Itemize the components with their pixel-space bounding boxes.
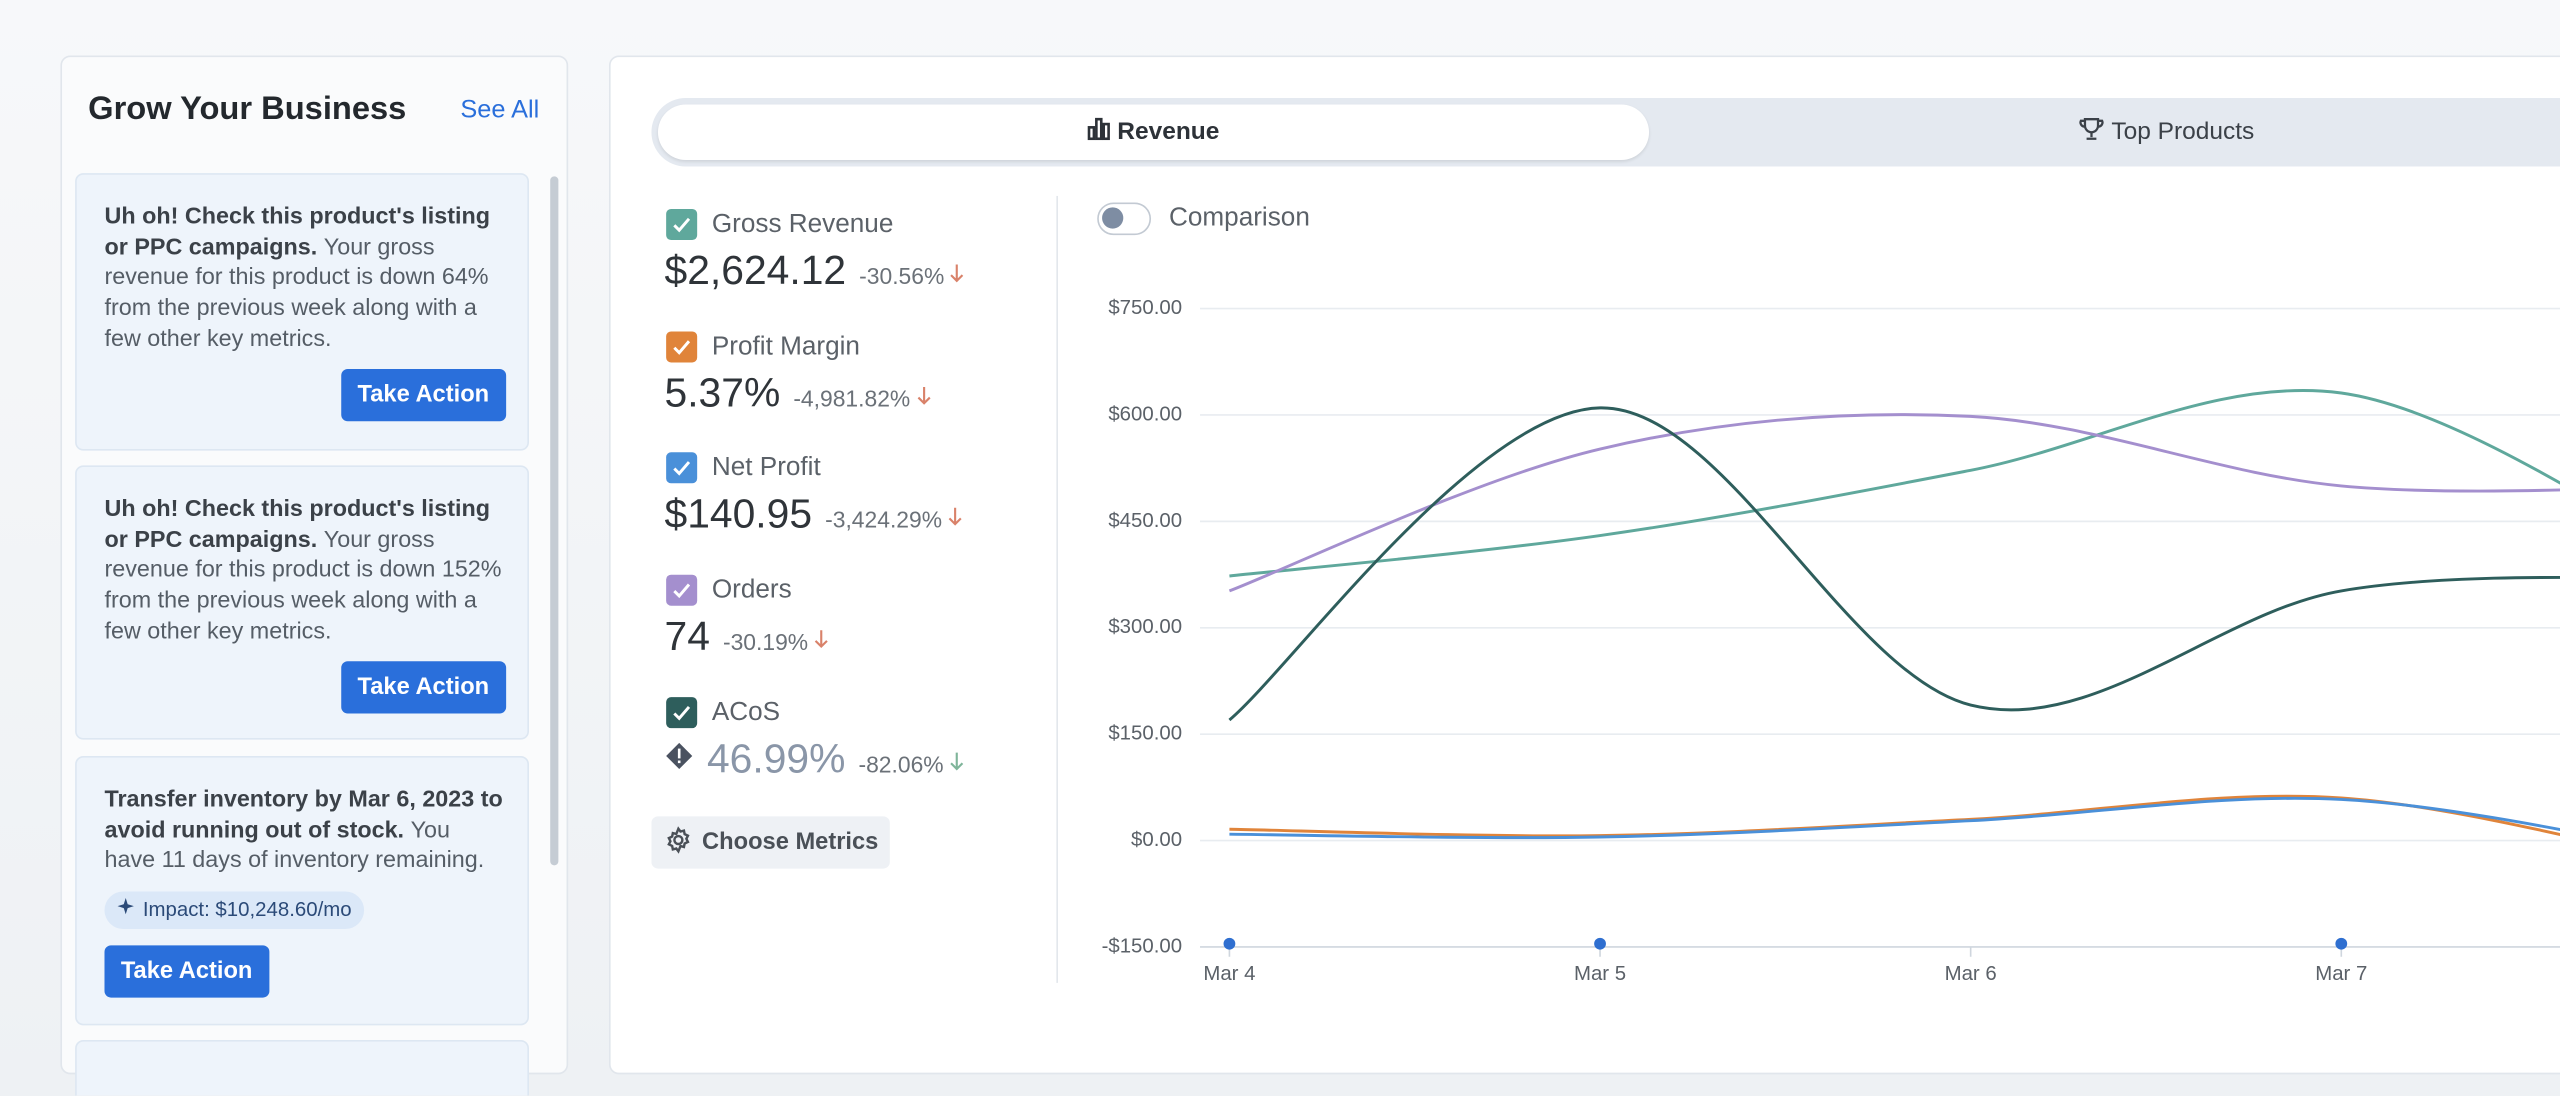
metric-row: 46.99% -82.06%: [665, 736, 965, 783]
metric-value: 5.37%: [664, 370, 781, 416]
y-tick-label: -$150.00: [1102, 935, 1182, 957]
card-text: Uh oh! Check this product's listing or P…: [104, 496, 502, 645]
metric-checkbox[interactable]: [666, 696, 698, 728]
down-arrow: [950, 752, 964, 771]
y-tick-label: $300.00: [1108, 616, 1182, 638]
trophy-icon: [2079, 118, 2105, 140]
metric-checkbox[interactable]: [666, 452, 698, 484]
metric-name: ACoS: [711, 698, 781, 727]
gear-icon: [667, 826, 690, 854]
down-arrow: [814, 630, 828, 649]
metric-change: -30.19%: [722, 628, 809, 655]
warning-icon: [666, 742, 693, 769]
metric-row: 74 -30.19%: [665, 614, 830, 661]
event-marker: [1223, 937, 1236, 950]
sparkle-icon: [117, 897, 134, 915]
y-tick-label: $150.00: [1108, 723, 1182, 745]
metric-checkbox[interactable]: [666, 208, 698, 241]
y-tick-label: $450.00: [1108, 510, 1182, 532]
metric-change: -4,981.82%: [793, 384, 911, 411]
series-line: [1229, 794, 2560, 838]
metric-change: -3,424.29%: [825, 506, 943, 533]
metric-name: Orders: [711, 576, 792, 605]
metric-name: Profit Margin: [711, 332, 860, 361]
metric-value: 46.99%: [706, 736, 846, 782]
x-tick-label: Mar 6: [1945, 963, 1997, 985]
down-arrow: [916, 386, 930, 405]
take-action-button[interactable]: Take Action: [341, 368, 506, 422]
impact-pill: Impact: $10,248.60/mo: [104, 891, 365, 930]
main-panel: [608, 55, 2560, 1075]
comparison-toggle[interactable]: [1097, 202, 1152, 236]
event-marker: [1594, 937, 1606, 950]
metric-name: Gross Revenue: [711, 210, 894, 239]
scrollbar[interactable]: [550, 176, 559, 866]
metric-change: -30.56%: [859, 262, 945, 289]
take-action-button[interactable]: Take Action: [341, 661, 506, 714]
metric-value: $140.95: [664, 492, 813, 538]
metric-name: Net Profit: [711, 454, 821, 483]
y-tick-label: $600.00: [1108, 403, 1182, 425]
insight-card: Transfer inventory by Mar 6, 2023 to avo…: [75, 755, 529, 1026]
down-arrow: [948, 508, 962, 527]
see-all-link[interactable]: See All: [460, 96, 540, 125]
x-tick-label: Mar 5: [1574, 963, 1626, 985]
metric-checkbox[interactable]: [666, 574, 698, 606]
series-line: [1229, 388, 2560, 578]
down-arrow: [950, 264, 964, 283]
metric-value: $2,624.12: [664, 248, 847, 294]
y-tick-label: $750.00: [1108, 297, 1182, 319]
top-products-tab[interactable]: Top Products: [1649, 104, 2560, 160]
comparison-label: Comparison: [1169, 204, 1310, 232]
metric-row: 5.37% -4,981.82%: [665, 370, 932, 417]
series-line: [1229, 796, 2560, 840]
metric-value: 74: [664, 614, 710, 660]
insight-card: [75, 1040, 529, 1096]
y-tick-label: $0.00: [1131, 829, 1182, 851]
metric-row: $140.95 -3,424.29%: [665, 492, 964, 539]
divider: [1056, 195, 1058, 983]
sidebar-title: Grow Your Business: [88, 91, 407, 128]
insight-card: Uh oh! Check this product's listing or P…: [75, 465, 529, 740]
revenue-tab[interactable]: Revenue: [657, 104, 1650, 161]
choose-metrics-button[interactable]: Choose Metrics: [651, 816, 890, 869]
metric-checkbox[interactable]: [666, 330, 698, 362]
insight-card: Uh oh! Check this product's listing or P…: [75, 173, 529, 451]
take-action-button[interactable]: Take Action: [104, 945, 269, 998]
card-text: Transfer inventory by Mar 6, 2023 to avo…: [104, 786, 503, 875]
x-tick-label: Mar 7: [2315, 963, 2367, 985]
series-line: [1228, 406, 2560, 722]
series-line: [1228, 413, 2560, 593]
metric-change: -82.06%: [858, 750, 944, 777]
card-text: Uh oh! Check this product's listing or P…: [104, 204, 491, 353]
metric-row: $2,624.12 -30.56%: [665, 248, 966, 295]
x-tick-label: Mar 4: [1203, 963, 1255, 985]
event-marker: [2335, 937, 2348, 950]
bar-icon: [1087, 117, 1111, 141]
